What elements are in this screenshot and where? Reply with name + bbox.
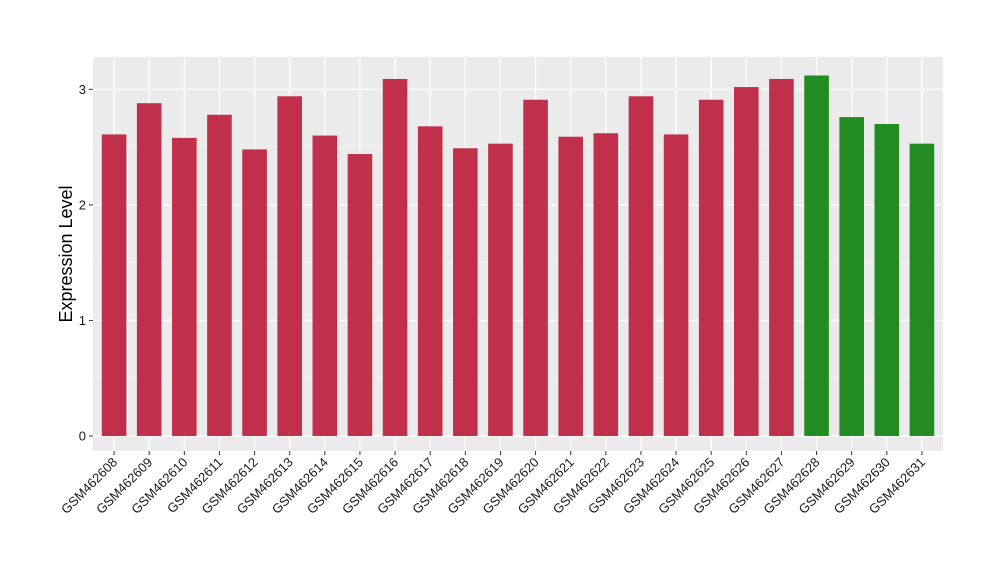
- bar-GSM462628: [804, 75, 829, 436]
- x-axis: GSM462608GSM462609GSM462610GSM462611GSM4…: [58, 451, 928, 517]
- bar-GSM462612: [242, 149, 267, 436]
- bar-GSM462615: [347, 154, 373, 436]
- bar-GSM462609: [136, 103, 162, 436]
- bar-GSM462621: [558, 136, 583, 436]
- bar-GSM462629: [839, 117, 864, 436]
- bar-GSM462625: [698, 99, 724, 436]
- bar-GSM462623: [628, 96, 654, 436]
- bar-GSM462608: [101, 134, 127, 436]
- bar-GSM462631: [909, 143, 935, 436]
- bar-GSM462618: [453, 148, 478, 436]
- bar-GSM462624: [663, 134, 689, 436]
- bar-GSM462630: [874, 124, 900, 436]
- y-axis-title: Expression Level: [56, 185, 76, 322]
- bar-GSM462614: [312, 135, 338, 436]
- y-tick-label: 0: [79, 428, 86, 443]
- bar-GSM462617: [417, 126, 443, 436]
- bar-GSM462616: [382, 78, 408, 436]
- y-tick-label: 3: [79, 82, 86, 97]
- bar-GSM462610: [172, 137, 197, 436]
- bar-GSM462627: [769, 78, 794, 436]
- bars: [101, 75, 935, 436]
- y-axis: 0 1 2 3: [79, 82, 93, 443]
- bar-GSM462626: [734, 87, 759, 436]
- plot-panel: [93, 57, 943, 451]
- y-tick-label: 1: [79, 313, 86, 328]
- bar-GSM462613: [277, 96, 302, 436]
- bar-GSM462611: [207, 114, 232, 436]
- y-tick-label: 2: [79, 197, 86, 212]
- bar-GSM462622: [593, 133, 619, 436]
- bar-GSM462620: [523, 99, 548, 436]
- bar-GSM462619: [488, 143, 513, 436]
